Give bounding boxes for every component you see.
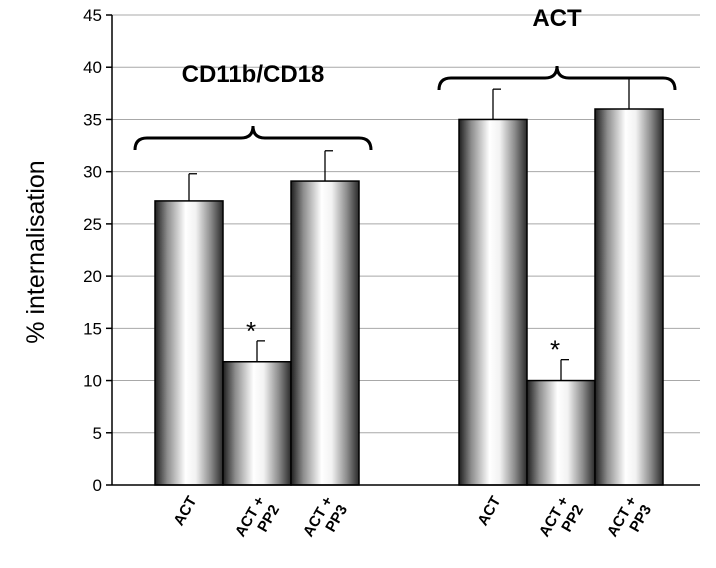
y-axis-label: % internalisation	[22, 160, 50, 343]
group-label: ACT	[532, 5, 582, 32]
y-tick-label: 10	[83, 372, 102, 391]
y-tick-label: 35	[83, 110, 102, 129]
y-tick-label: 0	[93, 476, 102, 495]
category-label: ACT	[170, 494, 200, 529]
bar-0-0	[154, 200, 224, 486]
significance-marker: *	[246, 316, 256, 346]
y-tick-label: 45	[83, 6, 102, 25]
bar-1-2	[594, 108, 664, 486]
y-tick-label: 30	[83, 163, 102, 182]
axes	[106, 14, 700, 486]
labels-layer: 0 5 10 15 20 25 30 35 40 45 % internalisation ACT * A…	[22, 5, 677, 548]
y-tick-label: 40	[83, 58, 102, 77]
y-tick-label: 5	[93, 424, 102, 443]
category-label: ACT +PP3	[604, 493, 655, 548]
bar-0-2	[290, 180, 360, 486]
category-label: ACT	[474, 494, 504, 529]
bar-0-1	[222, 361, 292, 486]
category-label: ACT +PP2	[536, 493, 587, 548]
bar-1-0	[458, 118, 528, 486]
category-label: ACT +PP3	[300, 493, 351, 548]
bars-layer	[154, 77, 664, 486]
category-label: ACT +PP2	[232, 493, 283, 548]
y-tick-label: 15	[83, 319, 102, 338]
bar-1-1	[526, 379, 596, 486]
group-bracket	[133, 125, 373, 151]
group-bracket	[437, 65, 677, 91]
y-tick-label: 20	[83, 267, 102, 286]
y-tick-label: 25	[83, 215, 102, 234]
significance-marker: *	[550, 335, 560, 365]
group-label: CD11b/CD18	[182, 61, 325, 88]
